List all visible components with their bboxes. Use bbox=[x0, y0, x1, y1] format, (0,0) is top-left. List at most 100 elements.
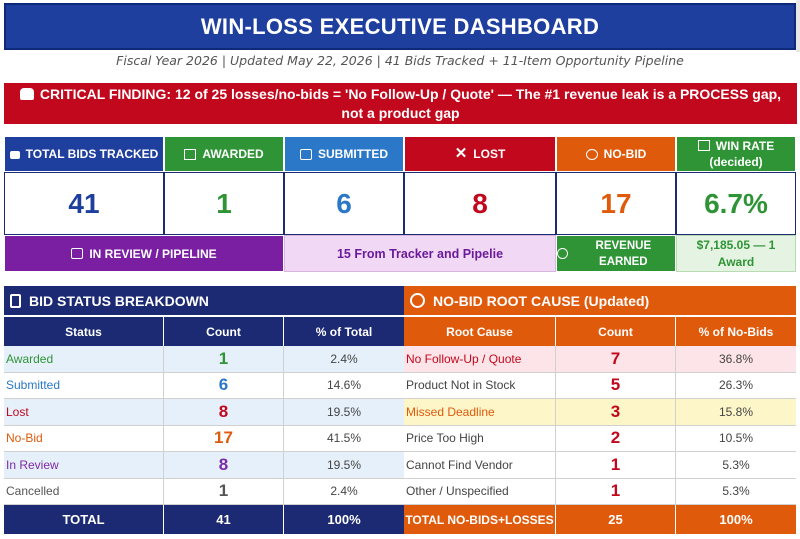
rootcause-name: Product Not in Stock bbox=[406, 372, 556, 398]
critical-finding-line2: not a product gap bbox=[341, 105, 460, 121]
status-pct: 14.6% bbox=[326, 378, 362, 393]
rootcause-col-header: Root Cause bbox=[404, 317, 556, 346]
status-name: Submitted bbox=[6, 372, 164, 398]
status-pct: 19.5% bbox=[326, 404, 362, 419]
status-name: Lost bbox=[6, 399, 164, 425]
rootcause-total-row: TOTAL NO-BIDS+LOSSES 25 100% bbox=[404, 505, 796, 534]
rootcause-count: 2 bbox=[556, 425, 676, 451]
check-box-icon bbox=[697, 140, 710, 151]
prohibited-icon bbox=[585, 148, 598, 160]
status-count: 8 bbox=[164, 452, 284, 478]
kpi-lost-label: LOST bbox=[473, 147, 506, 161]
rootcause-total-pct: 100% bbox=[719, 512, 753, 527]
kpi-total-bids-label: TOTAL BIDS TRACKED bbox=[25, 147, 159, 161]
status-total-pct: 100% bbox=[327, 512, 361, 527]
sheet-edge bbox=[796, 0, 800, 52]
rootcause-table-header: Root Cause Count % of No-Bids bbox=[404, 317, 796, 346]
critical-finding-banner: CRITICAL FINDING: 12 of 25 losses/no-bid… bbox=[4, 83, 797, 124]
status-section-header: BID STATUS BREAKDOWN bbox=[4, 286, 404, 315]
status-pct: 2.4% bbox=[330, 351, 358, 366]
rootcause-pct: 10.5% bbox=[718, 431, 754, 446]
dashboard-subtitle: Fiscal Year 2026 | Updated May 22, 2026 … bbox=[116, 53, 684, 68]
pipeline-header: IN REVIEW / PIPELINE bbox=[4, 235, 284, 272]
rootcause-table-row: No Follow-Up / Quote 7 36.8% bbox=[404, 346, 796, 373]
kpi-winrate-value: 6.7% bbox=[676, 172, 796, 235]
dashboard-title-text: WIN-LOSS EXECUTIVE DASHBOARD bbox=[200, 13, 600, 39]
status-pct: 19.5% bbox=[326, 457, 362, 472]
upload-icon bbox=[300, 148, 312, 160]
rootcause-name: Other / Unspecified bbox=[406, 478, 556, 504]
rc-pct-col-header: % of No-Bids bbox=[698, 324, 774, 339]
status-pct: 2.4% bbox=[330, 484, 358, 499]
kpi-total-bids-header: TOTAL BIDS TRACKED bbox=[4, 136, 164, 172]
status-count: 6 bbox=[164, 372, 284, 398]
kpi-nobid-value: 17 bbox=[556, 172, 676, 235]
status-table-row: Cancelled 1 2.4% bbox=[4, 478, 404, 505]
kpi-total-bids-value: 41 bbox=[4, 172, 164, 235]
status-table-row: In Review 8 19.5% bbox=[4, 452, 404, 479]
kpi-winrate-label: WIN RATE (decided) bbox=[709, 139, 775, 169]
status-section-title: BID STATUS BREAKDOWN bbox=[29, 292, 209, 309]
status-count: 1 bbox=[164, 346, 284, 372]
kpi-awarded-header: AWARDED bbox=[164, 136, 284, 172]
kpi-lost-value: 8 bbox=[404, 172, 556, 235]
status-pct: 41.5% bbox=[326, 431, 362, 446]
status-total-count: 41 bbox=[164, 505, 284, 534]
revenue-header: REVENUE EARNED bbox=[556, 235, 676, 272]
camera-icon bbox=[9, 151, 20, 159]
pipeline-label: IN REVIEW / PIPELINE bbox=[89, 246, 217, 261]
clipboard-icon bbox=[10, 293, 21, 308]
status-table-row: Lost 8 19.5% bbox=[4, 399, 404, 426]
kpi-winrate-header: WIN RATE (decided) bbox=[676, 136, 796, 172]
status-name: In Review bbox=[6, 452, 164, 478]
x-icon: ✕ bbox=[454, 145, 468, 162]
dashboard-title: WIN-LOSS EXECUTIVE DASHBOARD bbox=[4, 3, 796, 50]
revenue-value: $7,185.05 — 1 Award bbox=[676, 235, 796, 272]
kpi-awarded-label: AWARDED bbox=[202, 147, 264, 161]
status-table-header: Status Count % of Total bbox=[4, 317, 404, 346]
rootcause-table-row: Price Too High 2 10.5% bbox=[404, 425, 796, 452]
rootcause-section-title: NO-BID ROOT CAUSE (Updated) bbox=[433, 292, 650, 309]
status-table-row: Submitted 6 14.6% bbox=[4, 372, 404, 399]
kpi-submitted-header: SUBMITTED bbox=[284, 136, 404, 172]
rootcause-total-count: 25 bbox=[556, 505, 676, 534]
status-table-row: No-Bid 17 41.5% bbox=[4, 425, 404, 452]
status-name: No-Bid bbox=[6, 425, 164, 451]
status-name: Cancelled bbox=[6, 478, 164, 504]
count-col-header: Count bbox=[164, 317, 284, 346]
rc-count-col-header: Count bbox=[556, 317, 676, 346]
pct-col-header: % of Total bbox=[315, 324, 373, 339]
rootcause-count: 1 bbox=[556, 478, 676, 504]
rootcause-name: Price Too High bbox=[406, 425, 556, 451]
rootcause-pct: 15.8% bbox=[718, 404, 754, 419]
target-icon bbox=[410, 293, 425, 308]
status-count: 17 bbox=[164, 425, 284, 451]
rootcause-total-label: TOTAL NO-BIDS+LOSSES bbox=[404, 505, 556, 534]
rootcause-pct: 5.3% bbox=[722, 484, 750, 499]
rootcause-count: 3 bbox=[556, 399, 676, 425]
rootcause-table-row: Other / Unspecified 1 5.3% bbox=[404, 478, 796, 505]
kpi-nobid-header: NO-BID bbox=[556, 136, 676, 172]
kpi-awarded-value: 1 bbox=[164, 172, 284, 235]
kpi-lost-header: ✕ LOST bbox=[404, 136, 556, 172]
status-total-label: TOTAL bbox=[4, 505, 164, 534]
rootcause-section-header: NO-BID ROOT CAUSE (Updated) bbox=[404, 286, 796, 315]
kpi-nobid-label: NO-BID bbox=[603, 147, 647, 161]
status-total-row: TOTAL 41 100% bbox=[4, 505, 404, 534]
rootcause-count: 5 bbox=[556, 372, 676, 398]
kpi-submitted-value: 6 bbox=[284, 172, 404, 235]
rootcause-name: No Follow-Up / Quote bbox=[406, 346, 556, 372]
revenue-label: REVENUE EARNED bbox=[595, 239, 652, 268]
pipeline-value: 15 From Tracker and Pipelie bbox=[284, 235, 556, 272]
rootcause-table-row: Missed Deadline 3 15.8% bbox=[404, 399, 796, 426]
rootcause-count: 1 bbox=[556, 452, 676, 478]
money-bag-icon bbox=[557, 248, 568, 259]
rootcause-pct: 5.3% bbox=[722, 457, 750, 472]
critical-finding-line1: CRITICAL FINDING: 12 of 25 losses/no-bid… bbox=[39, 86, 782, 102]
rootcause-table-row: Cannot Find Vendor 1 5.3% bbox=[404, 452, 796, 479]
rootcause-table-row: Product Not in Stock 5 26.3% bbox=[404, 372, 796, 399]
status-count: 1 bbox=[164, 478, 284, 504]
status-name: Awarded bbox=[6, 346, 164, 372]
rootcause-pct: 36.8% bbox=[718, 351, 754, 366]
refresh-icon bbox=[71, 248, 84, 259]
